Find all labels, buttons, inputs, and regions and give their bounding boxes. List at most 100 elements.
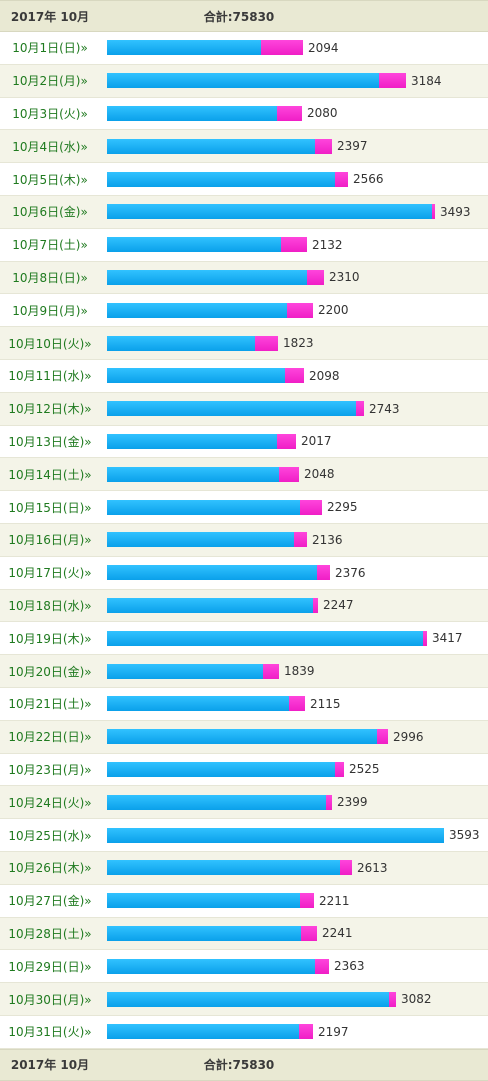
stacked-bar — [107, 532, 307, 548]
table-row: 10月5日(木)» 2566 — [0, 163, 488, 196]
bar-segment-secondary — [261, 40, 303, 56]
day-link[interactable]: 10月23日(月)» — [8, 762, 92, 777]
table-row: 10月2日(月)» 3184 — [0, 64, 488, 98]
stacked-bar — [107, 237, 307, 253]
bar-cell: 2613 — [100, 860, 488, 876]
stacked-bar — [107, 40, 303, 56]
table-row: 10月11日(水)» 2098 — [0, 359, 488, 393]
bar-segment-primary — [107, 40, 261, 56]
bar-segment-secondary — [263, 663, 279, 679]
day-link[interactable]: 10月15日(日)» — [8, 500, 92, 515]
day-link[interactable]: 10月29日(日)» — [8, 959, 92, 974]
day-link[interactable]: 10月17日(火)» — [8, 566, 92, 581]
day-link[interactable]: 10月1日(日)» — [12, 41, 88, 56]
bar-total-label: 2048 — [304, 467, 335, 482]
bar-total-label: 2132 — [312, 237, 343, 252]
bar-cell: 3493 — [100, 204, 488, 220]
bar-cell: 2241 — [100, 925, 488, 941]
day-link[interactable]: 10月7日(土)» — [12, 238, 88, 253]
day-link[interactable]: 10月25日(水)» — [8, 828, 92, 843]
table-row: 10月8日(日)» 2310 — [0, 261, 488, 295]
day-link[interactable]: 10月19日(木)» — [8, 631, 92, 646]
bar-cell: 2048 — [100, 466, 488, 482]
bar-total-label: 2200 — [318, 303, 349, 318]
day-link[interactable]: 10月8日(日)» — [12, 270, 88, 285]
stacked-bar — [107, 302, 313, 318]
day-link[interactable]: 10月13日(金)» — [8, 434, 92, 449]
bar-segment-secondary — [307, 269, 324, 285]
day-link[interactable]: 10月22日(日)» — [8, 730, 92, 745]
day-link[interactable]: 10月9日(月)» — [12, 303, 88, 318]
bar-segment-secondary — [301, 925, 317, 941]
bar-cell: 2310 — [100, 269, 488, 285]
header-month-label: 2017年 10月 — [10, 9, 90, 24]
day-link[interactable]: 10月31日(火)» — [8, 1025, 92, 1040]
table-header: 2017年 10月 合計:75830 — [0, 0, 488, 32]
bar-cell: 1823 — [100, 335, 488, 351]
stacked-bar — [107, 860, 352, 876]
table-row: 10月7日(土)» 2132 — [0, 228, 488, 262]
bar-segment-primary — [107, 794, 326, 810]
day-link[interactable]: 10月27日(金)» — [8, 894, 92, 909]
day-link[interactable]: 10月21日(土)» — [8, 697, 92, 712]
bar-total-label: 2197 — [318, 1024, 349, 1039]
bar-cell: 3593 — [100, 827, 488, 843]
stacked-bar — [107, 335, 278, 351]
stacked-bar — [107, 991, 396, 1007]
day-link[interactable]: 10月10日(火)» — [8, 336, 92, 351]
day-link[interactable]: 10月18日(水)» — [8, 598, 92, 613]
day-link[interactable]: 10月28日(土)» — [8, 926, 92, 941]
bar-total-label: 2098 — [309, 368, 340, 383]
stacked-bar — [107, 630, 427, 646]
bar-segment-primary — [107, 696, 289, 712]
stacked-bar — [107, 1024, 313, 1040]
day-link[interactable]: 10月3日(火)» — [12, 106, 88, 121]
table-row: 10月23日(月)» 2525 — [0, 753, 488, 787]
day-link[interactable]: 10月24日(火)» — [8, 795, 92, 810]
bar-total-label: 2566 — [353, 172, 384, 187]
day-link[interactable]: 10月4日(水)» — [12, 139, 88, 154]
stacked-bar — [107, 466, 299, 482]
day-link[interactable]: 10月20日(金)» — [8, 664, 92, 679]
bar-segment-secondary — [294, 532, 307, 548]
bar-segment-secondary — [326, 794, 332, 810]
bar-total-label: 2363 — [334, 959, 365, 974]
bar-total-label: 2017 — [301, 434, 332, 449]
bar-cell: 2399 — [100, 794, 488, 810]
bar-total-label: 2310 — [329, 270, 360, 285]
bar-segment-primary — [107, 237, 281, 253]
stacked-bar — [107, 73, 406, 89]
table-row: 10月12日(木)» 2743 — [0, 392, 488, 426]
table-row: 10月10日(火)» 1823 — [0, 327, 488, 360]
day-link[interactable]: 10月16日(月)» — [8, 533, 92, 548]
bar-cell: 2115 — [100, 696, 488, 712]
bar-segment-primary — [107, 171, 335, 187]
bar-total-label: 2211 — [319, 893, 350, 908]
bar-segment-primary — [107, 73, 379, 89]
bar-segment-secondary — [317, 565, 330, 581]
table-footer: 2017年 10月 合計:75830 — [0, 1048, 488, 1081]
bar-segment-secondary — [281, 237, 307, 253]
bar-total-label: 2094 — [308, 40, 339, 55]
day-link[interactable]: 10月5日(木)» — [12, 172, 88, 187]
table-row: 10月17日(火)» 2376 — [0, 556, 488, 590]
bar-total-label: 2399 — [337, 795, 368, 810]
day-link[interactable]: 10月14日(土)» — [8, 467, 92, 482]
table-row: 10月4日(水)» 2397 — [0, 130, 488, 164]
day-link[interactable]: 10月30日(月)» — [8, 992, 92, 1007]
bar-cell: 2996 — [100, 729, 488, 745]
table-row: 10月16日(月)» 2136 — [0, 523, 488, 557]
stacked-bar — [107, 827, 444, 843]
day-link[interactable]: 10月2日(月)» — [12, 74, 88, 89]
bar-segment-secondary — [356, 401, 364, 417]
bar-segment-secondary — [315, 958, 329, 974]
day-link[interactable]: 10月12日(木)» — [8, 402, 92, 417]
stacked-bar — [107, 269, 324, 285]
bar-total-label: 3184 — [411, 73, 442, 88]
day-link[interactable]: 10月6日(金)» — [12, 205, 88, 220]
day-link[interactable]: 10月11日(水)» — [8, 369, 92, 384]
table-row: 10月26日(木)» 2613 — [0, 851, 488, 885]
day-link[interactable]: 10月26日(木)» — [8, 861, 92, 876]
bar-cell: 2132 — [100, 237, 488, 253]
table-row: 10月1日(日)» 2094 — [0, 32, 488, 65]
